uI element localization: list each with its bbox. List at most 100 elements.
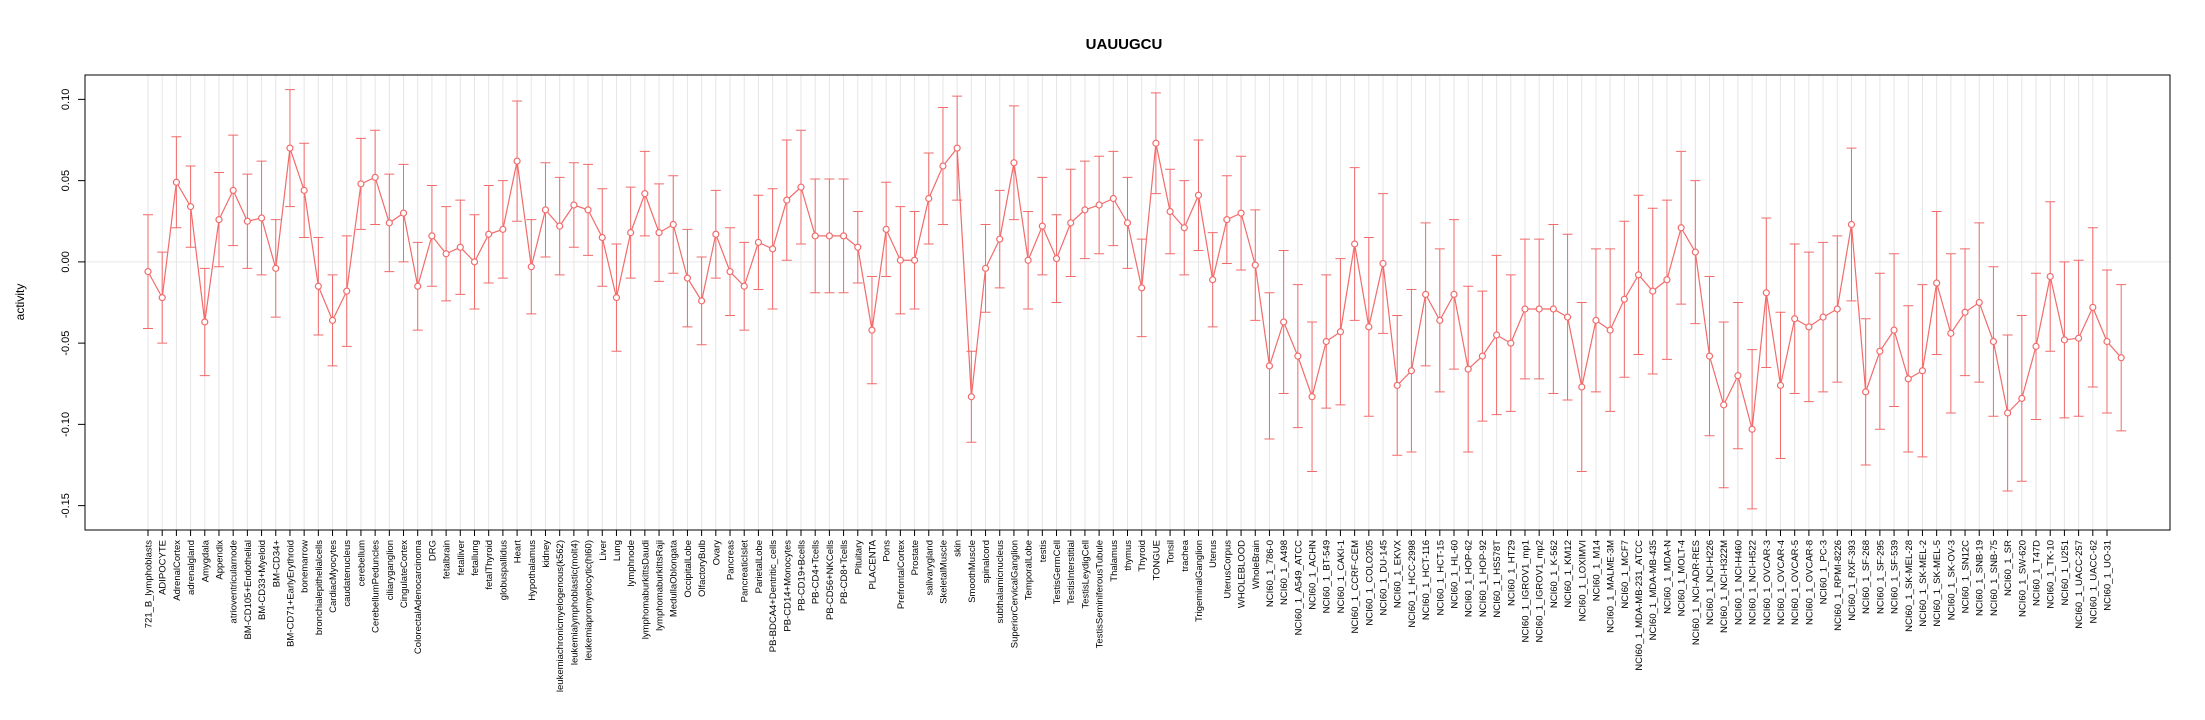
x-tick-label: BM-CD71+EarlyErythroid [285,540,296,647]
x-tick-label: leukemialymphoblastic(molt4) [569,540,580,665]
data-point [1436,316,1444,324]
grid-lines [85,75,2170,530]
data-point [783,196,791,204]
data-point [1805,323,1813,331]
data-point [1180,224,1188,232]
x-tick-label: NCI60_1_OVCAR-8 [1804,540,1815,625]
x-tick-label: NCI60_1_KM12 [1563,540,1574,608]
x-tick-label: NCI60_1_HOP-62 [1464,540,1475,617]
x-tick-label: cerebellum [356,540,367,587]
data-point [1691,248,1699,256]
x-tick-label: atrioventricularnode [229,540,240,623]
data-point [1308,393,1316,401]
x-tick-label: NCI60_1_NCI-H522 [1748,540,1759,625]
data-point [1294,352,1302,360]
x-tick-label: NCI60_1_M14 [1591,540,1602,601]
x-tick-label: Ovary [711,540,722,566]
data-point [612,294,621,302]
data-point [981,264,990,272]
x-tick-label: NCI60_1_HL-60 [1450,540,1461,609]
data-point [627,229,635,237]
data-point [158,294,166,302]
x-tick-label: TONGUE [1151,540,1162,580]
data-point [726,268,734,276]
data-point [385,219,393,227]
x-tick-label: Heart [513,540,524,564]
x-tick-label: NCI60_1_HCC-2998 [1407,540,1418,628]
x-tick-label: NCI60_1_PC-3 [1819,540,1830,604]
data-point [1450,290,1458,298]
x-tick-label: BM-CD34+ [271,540,282,588]
x-tick-label: NCI60_1_MALME-3M [1606,540,1617,633]
data-point [1989,337,1998,346]
data-point [1095,201,1103,209]
x-tick-label: CerebellumPeduncles [371,540,382,633]
x-tick-label: Pituitary [853,540,864,575]
x-tick-label: WHOLEBLOOD [1237,540,1248,608]
data-point [1422,290,1430,298]
data-point [414,282,422,290]
x-tick-label: NCI60_1_MCF7 [1620,540,1631,609]
data-point [1251,261,1259,269]
data-point [1833,305,1841,313]
x-tick-label: NCI60_1_EKVX [1393,539,1404,608]
data-point [854,243,862,251]
x-tick-label: OlfactoryBulb [697,540,708,597]
data-point [229,186,237,194]
x-tick-label: SmoothMuscle [967,540,978,603]
x-tick-label: NCI60_1_DU-145 [1379,540,1390,616]
data-point [1890,326,1898,334]
x-tick-label: OccipitalLobe [683,540,694,598]
data-point [1194,191,1203,199]
x-tick-label: leukemiapromyelocytic(hl60) [584,540,595,660]
x-tick-label: Hypothalamus [527,540,538,601]
data-point [1081,206,1089,214]
data-point [1791,315,1799,323]
series-activity [143,89,2127,510]
data-point [1152,139,1160,147]
x-tick-label: BM-CD105+Endothelial [243,540,254,640]
data-point [1209,276,1217,284]
data-point [286,144,294,152]
data-point [1336,328,1345,336]
x-tick-label: NCI60_1_T47D [2032,540,2043,606]
x-tick-label: testis [1038,540,1049,562]
x-tick-label: globuspallidus [498,540,509,600]
x-tick-label: skin [953,540,964,557]
data-point [655,229,663,237]
x-tick-label: NCI60_1_HS578T [1492,540,1503,618]
x-tick-label: NCI60_1_SF-295 [1875,540,1886,614]
data-point [698,297,706,305]
y-axis: -0.15 -0.10 -0.05 0.00 0.05 0.10 [60,89,86,518]
data-point [925,194,933,203]
x-tick-label: NCI60_1_SK-OV-3 [1946,540,1957,620]
data-point [825,232,833,240]
x-tick-label: NCI60_1_ACHN [1308,540,1319,610]
data-point [2004,409,2012,417]
x-tick-label: NCI60_1_UACC-62 [2088,540,2099,623]
x-tick-label: NCI60_1_UACC-257 [2074,540,2085,629]
x-tick-label: DRG [427,540,438,561]
x-tick-label: Liver [598,540,609,561]
x-tick-label: NCI60_1_IGROV1_mp2 [1535,540,1546,642]
x-tick-label: Uterus [1208,540,1219,568]
x-tick-label: 721_B_lymphoblasts [144,540,155,628]
data-point [201,318,209,326]
data-point [2089,303,2097,311]
data-point [1549,305,1557,313]
x-tick-label: SkeletalMuscle [938,540,949,604]
x-tick-label: PrefrontalCortex [896,540,907,609]
x-tick-label: NCI60_1_CAKI-1 [1336,540,1347,613]
x-tick-label: NCI60_1_CCRF-CEM [1350,540,1361,634]
data-point [1876,347,1884,355]
x-tick-label: NCI60_1_MDA-MB-231_ATCC [1634,540,1645,671]
x-tick-label: thymus [1123,540,1134,571]
data-point [2046,272,2054,281]
data-point [1166,207,1174,216]
x-tick-label: NCI60_1_SNB-75 [1989,540,2000,616]
data-point [769,245,777,253]
x-tick-label: Lung [612,540,623,561]
x-tick-label: NCI60_1_UO-31 [2103,540,2114,611]
data-point [357,180,365,188]
